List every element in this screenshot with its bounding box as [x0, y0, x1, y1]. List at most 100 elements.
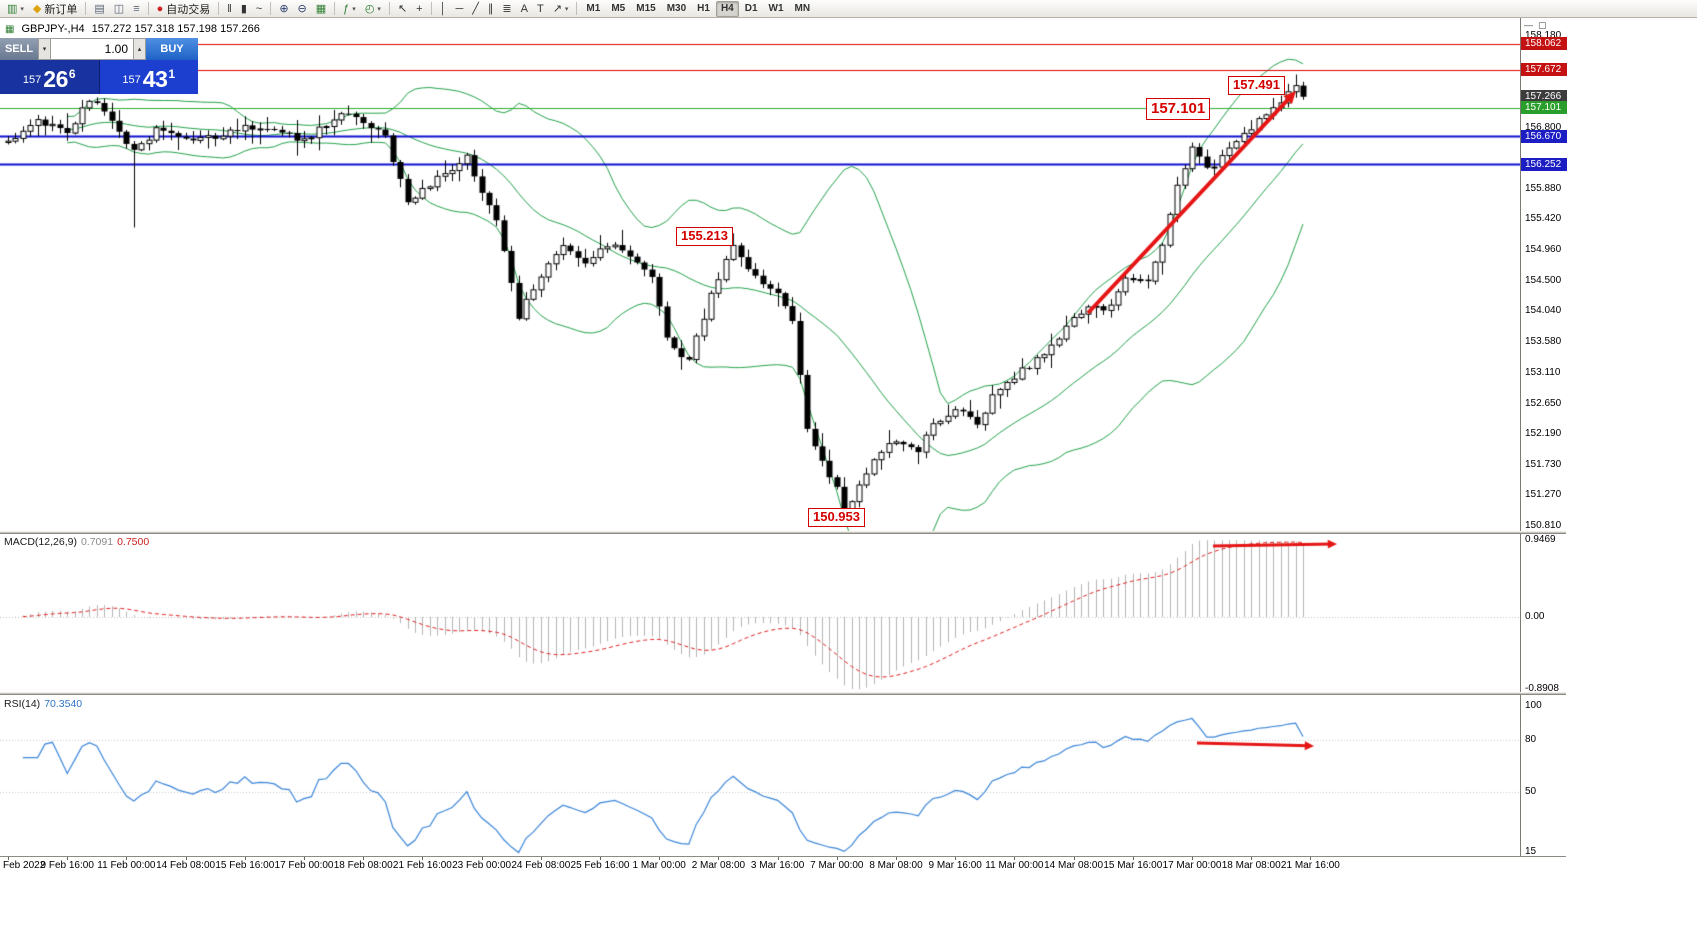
- rsi-panel-splitter[interactable]: [0, 692, 1566, 695]
- time-axis-label: 1 Mar 00:00: [632, 860, 686, 871]
- periods-icon: ◴: [364, 2, 375, 15]
- buy-price-button[interactable]: 157 43 1: [99, 60, 198, 94]
- timeframe-m15[interactable]: M15: [631, 1, 660, 17]
- text-tool[interactable]: A: [517, 1, 532, 17]
- periods[interactable]: ◴ ▾: [361, 1, 385, 17]
- rsi-value: 70.3540: [44, 698, 83, 710]
- new-chart-caret: ▾: [20, 5, 24, 13]
- timeframe-m5[interactable]: M5: [606, 1, 630, 17]
- zoom-in[interactable]: ⊕: [275, 1, 292, 17]
- new-chart[interactable]: ▥ ▾: [3, 1, 28, 17]
- channel-tool[interactable]: ∥: [484, 1, 498, 17]
- price-tag: 158.062: [1521, 37, 1567, 51]
- price-callout-label[interactable]: 157.491: [1228, 76, 1285, 95]
- chart-canvas[interactable]: [0, 18, 1520, 856]
- macd-panel-splitter[interactable]: [0, 531, 1566, 534]
- price-callout-label[interactable]: 155.213: [676, 227, 733, 246]
- navigator[interactable]: ≡: [129, 1, 143, 17]
- candlestick-chart-type[interactable]: ▮: [237, 1, 251, 17]
- arrows-tool-caret: ▾: [564, 5, 569, 13]
- trendline-tool-icon: ╱: [472, 2, 479, 15]
- timeframe-m5-label: M5: [611, 3, 626, 14]
- buy-button[interactable]: BUY: [146, 38, 198, 60]
- crosshair[interactable]: +: [412, 1, 426, 17]
- buy-price-main: 43: [142, 66, 168, 92]
- time-axis-label: Feb 2022: [3, 860, 46, 871]
- time-axis-label: 17 Feb 00:00: [274, 860, 334, 871]
- auto-trading-label: 自动交易: [166, 3, 211, 16]
- horizontal-line-tool[interactable]: ─: [451, 1, 467, 17]
- vertical-line-tool[interactable]: │: [436, 1, 451, 17]
- time-axis-tick: [185, 857, 187, 860]
- toolbar-separator: [147, 2, 149, 15]
- trendline-tool[interactable]: ╱: [468, 1, 483, 17]
- order-type-dropdown[interactable]: ▾: [38, 38, 51, 60]
- bar-chart-type[interactable]: ‖: [223, 1, 236, 17]
- timeframe-h1[interactable]: H1: [692, 1, 715, 17]
- timeframe-mn[interactable]: MN: [790, 1, 816, 17]
- time-axis-tick: [67, 857, 69, 860]
- order-controls-row: SELL ▾ 1.00 ▴ BUY: [0, 38, 198, 60]
- price-axis-label: 154.040: [1525, 305, 1562, 317]
- time-axis-label: 14 Feb 08:00: [156, 860, 216, 871]
- rsi-axis-label: 15: [1525, 845, 1537, 857]
- timeframe-m30[interactable]: M30: [662, 1, 691, 17]
- profiles[interactable]: ▤: [90, 1, 108, 17]
- macd-title: MACD(12,26,9): [4, 536, 77, 548]
- macd-indicator-label: MACD(12,26,9) 0.7091 0.7500: [4, 536, 149, 548]
- rsi-indicator-label: RSI(14) 70.3540: [4, 698, 82, 710]
- arrows-tool[interactable]: ↗ ▾: [549, 1, 573, 17]
- timeframe-m30-label: M30: [666, 3, 687, 14]
- time-axis-label: 18 Feb 08:00: [333, 860, 393, 871]
- new-order[interactable]: ◆ 新订单: [29, 1, 81, 17]
- tile-windows[interactable]: ▦: [312, 1, 330, 17]
- market-watch[interactable]: ◫: [110, 1, 128, 17]
- auto-trading[interactable]: ● 自动交易: [153, 1, 215, 17]
- price-callout-label[interactable]: 157.101: [1146, 98, 1211, 120]
- buy-price-sup: 1: [168, 67, 176, 81]
- timeframe-mn-label: MN: [794, 3, 811, 14]
- timeframe-w1[interactable]: W1: [764, 1, 789, 17]
- one-click-trading-panel: SELL ▾ 1.00 ▴ BUY 157 26 6 157 43 1: [0, 38, 198, 94]
- time-axis-tick: [600, 857, 601, 860]
- indicators-list[interactable]: ƒ ▾: [339, 1, 360, 17]
- new-order-icon: ◆: [32, 2, 42, 15]
- timeframe-d1-label: D1: [744, 3, 758, 14]
- cursor[interactable]: ↖: [394, 1, 411, 17]
- timeframe-m1[interactable]: M1: [581, 1, 605, 17]
- price-axis[interactable]: 158.180 156.800 155.880 155.420 154.960 154.5…: [1520, 18, 1567, 857]
- zoom-in-icon: ⊕: [279, 2, 289, 15]
- zoom-out[interactable]: ⊖: [294, 1, 311, 17]
- line-chart-type[interactable]: ~: [252, 1, 266, 17]
- time-axis-tick: [244, 857, 246, 860]
- restore-button[interactable]: ▢: [1538, 20, 1547, 30]
- price-tag: 157.101: [1521, 101, 1567, 115]
- price-callout-label[interactable]: 150.953: [808, 508, 865, 527]
- sell-price-main: 26: [43, 66, 68, 92]
- crosshair-icon: +: [416, 2, 423, 15]
- new-order-label: 新订单: [44, 3, 78, 16]
- rsi-axis-label: 50: [1525, 785, 1537, 797]
- sell-price-button[interactable]: 157 26 6: [0, 60, 100, 94]
- fibonacci-tool[interactable]: ≣: [498, 1, 515, 17]
- time-axis-tick: [1192, 857, 1193, 860]
- volume-stepper[interactable]: ▴: [133, 38, 146, 60]
- time-axis[interactable]: Feb 2022 9 Feb 16:00 11 Feb 00:00 14 Feb 08…: [0, 856, 1566, 873]
- minimize-button[interactable]: —: [1524, 20, 1533, 30]
- timeframe-h4-label: H4: [720, 3, 734, 14]
- indicators-list-icon: ƒ: [343, 2, 350, 15]
- timeframe-d1[interactable]: D1: [740, 1, 763, 17]
- timeframe-h4[interactable]: H4: [715, 0, 739, 17]
- text-label-tool[interactable]: T: [533, 1, 548, 17]
- macd-axis-label: -0.8908: [1525, 683, 1559, 695]
- price-tag: 157.266: [1521, 90, 1567, 104]
- volume-input[interactable]: 1.00: [51, 38, 133, 60]
- sell-price-prefix: 157: [22, 74, 42, 86]
- macd-axis-label: 0.00: [1525, 611, 1545, 622]
- time-axis-label: 11 Mar 00:00: [985, 860, 1044, 871]
- price-axis-label: 156.800: [1525, 121, 1562, 133]
- price-axis-label: 154.960: [1525, 244, 1562, 256]
- toolbar-separator: [430, 2, 432, 15]
- sell-button[interactable]: SELL: [0, 38, 38, 60]
- time-axis-label: 14 Mar 08:00: [1044, 860, 1104, 871]
